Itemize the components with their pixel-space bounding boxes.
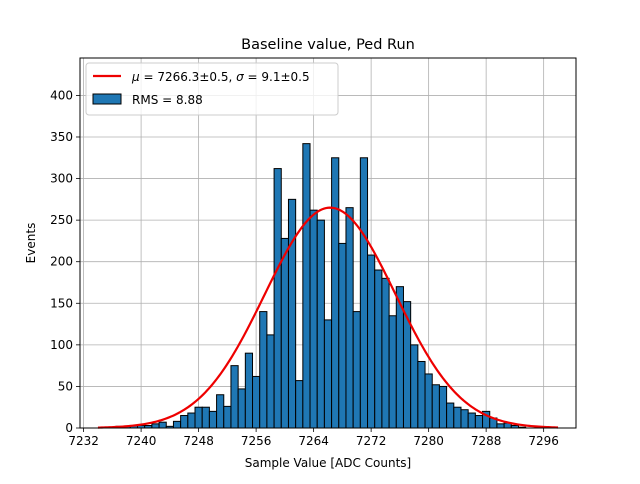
x-tick-label: 7256 xyxy=(241,434,272,448)
histogram-bar xyxy=(280,237,289,429)
histogram-bar xyxy=(208,410,218,429)
histogram-bar xyxy=(359,157,369,429)
histogram-bar xyxy=(367,254,376,429)
histogram-bar xyxy=(309,209,318,429)
x-tick-label: 7288 xyxy=(471,434,502,448)
mu-value: = 7266.3±0.5, xyxy=(140,70,236,84)
histogram-bar xyxy=(295,380,304,429)
gaussian-fit-curve xyxy=(97,206,559,429)
histogram-bar xyxy=(223,405,232,429)
histogram-bars xyxy=(108,143,527,429)
histogram-bar xyxy=(180,415,189,429)
histogram-bar xyxy=(431,384,440,429)
histogram-bar xyxy=(237,388,246,429)
histogram-bar xyxy=(331,157,340,429)
histogram-bar xyxy=(187,412,196,429)
x-tick-label: 7240 xyxy=(126,434,157,448)
histogram-bar xyxy=(410,344,419,429)
x-tick-label: 7232 xyxy=(68,434,99,448)
y-tick-label: 400 xyxy=(50,88,73,102)
histogram-bar xyxy=(352,311,361,429)
chart-title: Baseline value, Ped Run xyxy=(241,37,415,53)
histogram-bar xyxy=(244,352,254,429)
histogram-bar xyxy=(474,415,484,429)
y-axis-ticks: 0 50 100 150 200 250 300 350 400 xyxy=(50,88,80,435)
histogram-bar xyxy=(388,315,397,429)
histogram-bar xyxy=(467,412,476,429)
y-tick-label: 250 xyxy=(50,213,73,227)
histogram-bar xyxy=(345,207,354,429)
histogram-bar xyxy=(424,373,433,429)
histogram-bar xyxy=(446,402,455,429)
y-axis-label: Events xyxy=(24,223,38,264)
x-tick-label: 7248 xyxy=(183,434,214,448)
histogram-bar xyxy=(201,406,210,429)
y-tick-label: 350 xyxy=(50,130,73,144)
y-tick-label: 150 xyxy=(50,296,73,310)
histogram-bar xyxy=(374,269,383,429)
mu-symbol: μ xyxy=(131,70,140,84)
y-tick-label: 300 xyxy=(50,172,73,186)
histogram-bar xyxy=(230,365,239,429)
histogram-bar xyxy=(252,375,261,429)
histogram-bar xyxy=(259,311,268,429)
histogram-bar xyxy=(438,385,448,429)
histogram-bar xyxy=(172,420,182,429)
histogram-bar xyxy=(323,319,333,429)
plot-frame xyxy=(79,57,577,429)
legend-fit-label: μ = 7266.3±0.5, σ = 9.1±0.5 xyxy=(131,70,310,84)
x-tick-label: 7296 xyxy=(528,434,559,448)
histogram-bar xyxy=(460,409,469,429)
x-tick-label: 7280 xyxy=(413,434,444,448)
histogram-bar xyxy=(158,421,167,429)
y-tick-label: 50 xyxy=(58,379,73,393)
histogram-bar xyxy=(194,406,203,429)
legend-histogram-swatch xyxy=(92,93,122,105)
histogram-bar xyxy=(287,198,297,429)
histogram-bar xyxy=(316,219,325,429)
histogram-bar xyxy=(273,168,282,429)
sigma-value: = 9.1±0.5 xyxy=(244,70,310,84)
histogram-bar xyxy=(338,242,347,429)
histogram-bar xyxy=(453,406,462,429)
histogram-bar xyxy=(216,394,225,429)
histogram-bar xyxy=(302,143,311,429)
histogram-bar xyxy=(266,334,275,429)
x-axis-ticks: 7232 7240 7248 7256 7264 7272 7280 7288 7296 xyxy=(68,428,559,448)
histogram-bar xyxy=(496,423,505,429)
y-tick-label: 200 xyxy=(50,255,73,269)
histogram-bar xyxy=(151,423,160,429)
y-tick-label: 100 xyxy=(50,338,73,352)
x-axis-label: Sample Value [ADC Counts] xyxy=(245,456,411,470)
histogram-bar xyxy=(381,277,390,429)
legend-box xyxy=(85,62,339,116)
x-tick-label: 7264 xyxy=(298,434,329,448)
legend-histogram-label: RMS = 8.88 xyxy=(132,93,203,107)
legend: μ = 7266.3±0.5, σ = 9.1±0.5 RMS = 8.88 xyxy=(85,62,339,116)
histogram-bar xyxy=(417,360,426,429)
x-tick-label: 7272 xyxy=(356,434,387,448)
y-tick-label: 0 xyxy=(65,421,73,435)
sigma-symbol: σ xyxy=(236,70,244,84)
